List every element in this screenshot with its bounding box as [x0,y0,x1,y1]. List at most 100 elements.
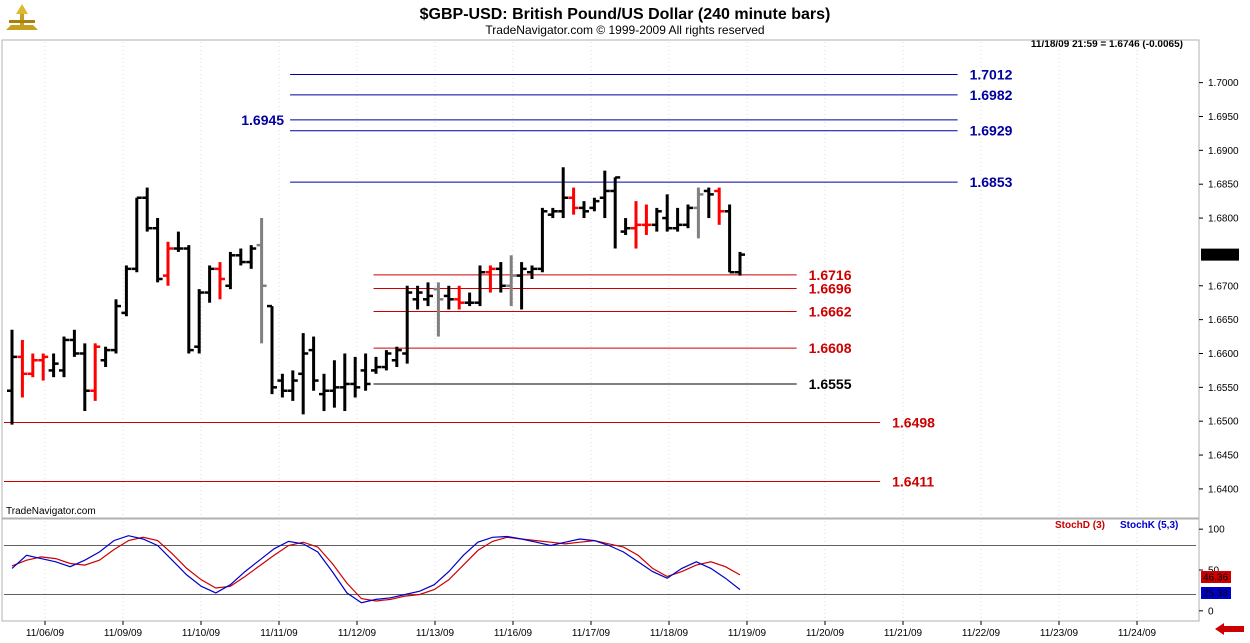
ohlc-bar [371,356,381,374]
stoch-y-tick-label: 100 [1208,525,1225,536]
ohlc-bar [693,187,704,239]
level-label-1.6929: 1.6929 [970,123,1013,139]
last-price-box [1201,248,1239,261]
ohlc-bar [641,204,652,235]
ohlc-bar [27,353,38,378]
ohlc-bar [90,343,101,401]
level-label-1.6498: 1.6498 [892,415,935,431]
ohlc-bar [443,285,454,310]
ohlc-bar [59,336,69,378]
ohlc-bar [599,170,610,219]
ohlc-bar [308,336,319,391]
ohlc-bar [495,262,506,293]
ohlc-bar [412,285,423,310]
level-label-1.6982: 1.6982 [970,87,1013,103]
ohlc-bar [381,350,392,371]
x-tick-label: 11/18/09 [650,628,689,639]
ohlc-bar [100,346,111,368]
ohlc-bar [225,251,236,290]
ohlc-bar [277,373,288,398]
ohlc-bar [121,265,132,317]
ohlc-bar [360,353,371,391]
ohlc-bar [589,197,600,212]
level-label-1.7012: 1.7012 [970,67,1013,83]
x-tick-label: 11/09/09 [104,628,143,639]
level-label-1.6853: 1.6853 [970,174,1013,190]
ohlc-bar [464,292,475,307]
level-label-1.6608: 1.6608 [809,340,852,356]
last-bar-info: 11/18/09 21:59 = 1.6746 (-0.0065) [1031,39,1183,50]
watermark: TradeNavigator.com [6,506,96,517]
x-tick-label: 11/12/09 [338,628,377,639]
ohlc-bar [683,204,693,229]
y-tick-label: 1.6500 [1208,417,1239,428]
ohlc-bar [402,285,413,364]
ohlc-bar [69,329,80,357]
x-tick-label: 11/21/09 [884,628,923,639]
ohlc-bar [631,201,641,249]
price-panel [1,39,1200,519]
last-price-label: 1.6746 [1204,250,1235,261]
ohlc-bar [319,373,329,412]
ohlc-bar [287,370,298,401]
ohlc-bar [391,346,402,368]
ohlc-bar [724,204,735,274]
stoch-last-label: 46.36 [1203,573,1228,584]
ohlc-bar [329,360,340,408]
ohlc-bar [620,218,631,235]
ohlc-bar [651,207,662,232]
stoch-last-box [1201,571,1231,583]
x-tick-label: 11/06/09 [26,628,65,639]
chart-title: $GBP-USD: British Pound/US Dollar (240 m… [420,6,831,23]
ohlc-bar [475,265,485,307]
x-tick-label: 11/19/09 [728,628,767,639]
ohlc-bar [714,187,725,225]
x-tick-label: 11/11/09 [260,628,298,639]
ohlc-bar [662,194,673,232]
y-tick-label: 1.7000 [1208,78,1239,89]
x-tick-label: 11/24/09 [1118,628,1157,639]
stoch-y-tick-label: 0 [1208,606,1214,617]
ohlc-bar [568,187,579,215]
scroll-left-icon[interactable] [1215,623,1244,635]
stoch-last-label: 25.38 [1203,589,1228,600]
y-tick-label: 1.6400 [1208,484,1239,495]
y-tick-label: 1.6700 [1208,281,1239,292]
y-tick-label: 1.6650 [1208,315,1239,326]
ohlc-bar [558,167,569,219]
level-label-1.6662: 1.6662 [809,304,852,320]
stoch-series-1 [11,535,741,604]
ohlc-bar [433,282,444,337]
x-tick-label: 11/16/09 [494,628,533,639]
ohlc-bar [111,299,121,354]
x-tick-label: 11/10/09 [182,628,221,639]
legend-stochd: StochD (3) [1055,520,1105,531]
ohlc-bar [579,201,589,219]
y-tick-label: 1.6950 [1208,112,1239,123]
y-tick-label: 1.6850 [1208,180,1239,191]
y-tick-label: 1.6900 [1208,146,1239,157]
ohlc-bar [454,285,465,310]
ohlc-bar [79,343,90,412]
ohlc-bar [485,265,496,293]
ohlc-bar [610,176,621,249]
level-label-1.6411: 1.6411 [892,473,934,489]
ohlc-bar [131,196,142,273]
stoch-series-0 [11,536,741,602]
stoch-last-box [1201,587,1231,599]
ohlc-bar [173,231,184,252]
ohlc-bar [204,265,215,303]
ohlc-bar [183,245,194,354]
y-tick-label: 1.6600 [1208,349,1239,360]
ohlc-bar [423,282,433,307]
ohlc-bar [516,262,527,310]
x-tick-label: 11/17/09 [572,628,611,639]
x-tick-label: 11/23/09 [1040,628,1079,639]
ohlc-bar [7,329,17,425]
x-tick-label: 11/13/09 [416,628,455,639]
ohlc-bar [142,187,153,232]
ohlc-bar [547,207,558,219]
ohlc-bar [267,304,277,395]
ohlc-bar [38,353,49,381]
